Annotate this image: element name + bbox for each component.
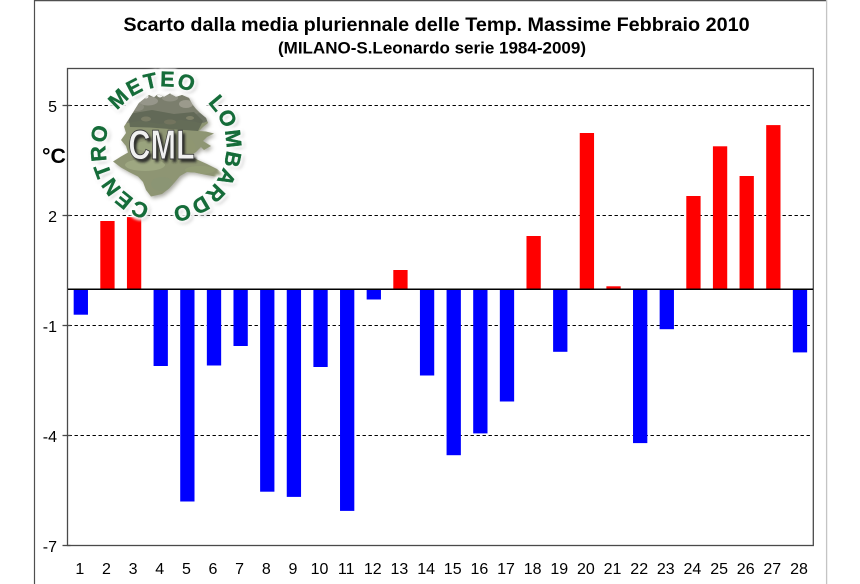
svg-text:1: 1 [75,561,84,578]
svg-text:Scarto dalla media pluriennale: Scarto dalla media pluriennale delle Tem… [123,14,749,36]
svg-text:28: 28 [790,561,808,578]
svg-text:22: 22 [630,561,648,578]
svg-text:18: 18 [524,561,542,578]
svg-text:5: 5 [48,99,57,116]
svg-text:13: 13 [391,561,409,578]
svg-text:15: 15 [444,561,462,578]
svg-text:8: 8 [262,561,271,578]
svg-text:-4: -4 [43,429,57,446]
svg-text:20: 20 [577,561,595,578]
svg-text:24: 24 [684,561,702,578]
svg-text:21: 21 [604,561,622,578]
svg-text:°C: °C [42,144,66,168]
svg-text:27: 27 [763,561,781,578]
svg-text:14: 14 [417,561,435,578]
svg-text:-7: -7 [43,539,57,556]
svg-text:23: 23 [657,561,675,578]
svg-text:2: 2 [48,209,57,226]
svg-text:-1: -1 [43,319,57,336]
svg-text:26: 26 [737,561,755,578]
svg-text:19: 19 [550,561,568,578]
svg-text:10: 10 [311,561,329,578]
svg-text:11: 11 [338,561,355,578]
svg-text:16: 16 [471,561,489,578]
svg-text:4: 4 [155,561,164,578]
svg-text:CML: CML [128,121,194,168]
svg-text:CML: CML [131,124,197,171]
svg-text:6: 6 [209,561,218,578]
svg-text:2: 2 [102,561,111,578]
svg-text:3: 3 [129,561,138,578]
svg-text:9: 9 [288,561,297,578]
svg-text:(MILANO-S.Leonardo serie 1984-: (MILANO-S.Leonardo serie 1984-2009) [278,39,586,58]
svg-text:5: 5 [182,561,191,578]
svg-text:12: 12 [364,561,382,578]
svg-text:17: 17 [497,561,515,578]
svg-text:7: 7 [235,561,244,578]
svg-text:25: 25 [710,561,728,578]
